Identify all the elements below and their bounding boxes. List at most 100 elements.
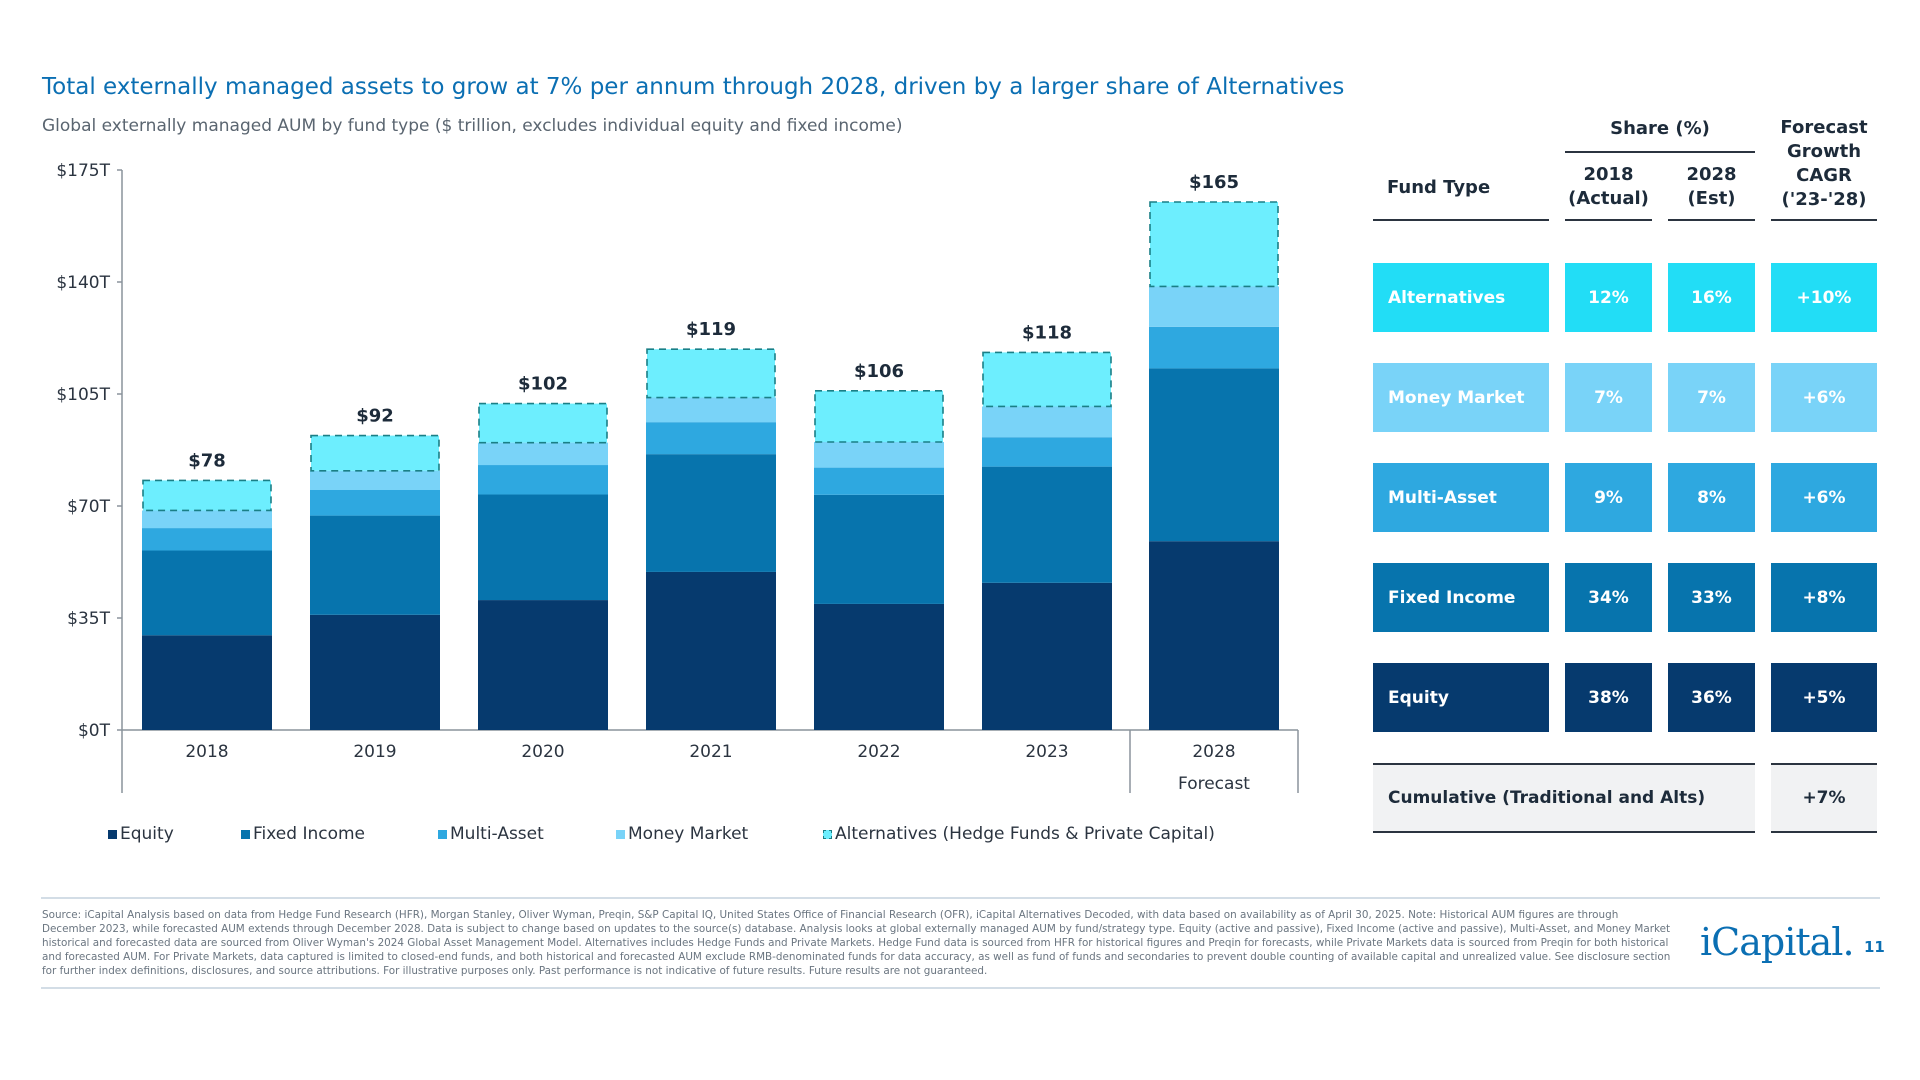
bar-total-label: $78 xyxy=(188,450,226,471)
bar-segment-multi-asset xyxy=(982,437,1112,467)
bar-segment-money-market xyxy=(310,470,440,490)
cumulative-cagr: +7% xyxy=(1771,763,1877,833)
y-tick-label: $35T xyxy=(67,609,110,629)
cumulative-label: Cumulative (Traditional and Alts) xyxy=(1388,788,1706,808)
x-tick-label: 2018 xyxy=(185,742,228,762)
table-cell-cagr: +8% xyxy=(1771,563,1877,632)
x-tick-label: 2028 xyxy=(1192,742,1235,762)
table-cell-s2018: 9% xyxy=(1565,463,1652,532)
table-cell-cagr: +10% xyxy=(1771,263,1877,332)
legend-item-multi-asset: Multi-Asset xyxy=(438,824,544,844)
legend-item-alternatives: Alternatives (Hedge Funds & Private Capi… xyxy=(823,824,1215,844)
table-cell-cagr: +6% xyxy=(1771,463,1877,532)
icapital-logo: iCapital. xyxy=(1700,920,1855,964)
legend-item-equity: Equity xyxy=(108,824,174,844)
table-cell-fund: Money Market xyxy=(1373,363,1549,432)
bar-segment-alternatives xyxy=(982,351,1112,408)
table-cell-s2028: 33% xyxy=(1668,563,1755,632)
bar-total-label: $102 xyxy=(518,374,568,395)
bar-segment-fixed-income xyxy=(1149,368,1279,542)
bar-segment-alternatives xyxy=(1149,201,1279,288)
bar-segment-money-market xyxy=(142,510,272,529)
bar-segment-alternatives xyxy=(142,479,272,512)
page-subtitle: Global externally managed AUM by fund ty… xyxy=(42,116,903,136)
legend-swatch xyxy=(241,829,250,839)
footer-rule-bottom xyxy=(41,987,1880,989)
bar-segment-multi-asset xyxy=(646,422,776,455)
header-rule xyxy=(1373,219,1549,221)
legend-swatch xyxy=(616,829,625,839)
y-tick-label: $140T xyxy=(56,273,110,293)
forecast-label: Forecast xyxy=(1178,774,1250,794)
legend-swatch xyxy=(438,829,447,839)
bar-segment-multi-asset xyxy=(310,490,440,516)
bar-segment-equity xyxy=(310,614,440,730)
table-cell-fund: Equity xyxy=(1373,663,1549,732)
bar-segment-fixed-income xyxy=(646,454,776,572)
y-tick-label: $0T xyxy=(78,721,111,741)
bar-segment-equity xyxy=(646,571,776,730)
page-title: Total externally managed assets to grow … xyxy=(42,74,1345,100)
table-cell-s2028: 16% xyxy=(1668,263,1755,332)
table-cell-s2028: 36% xyxy=(1668,663,1755,732)
header-rule xyxy=(1565,219,1652,221)
legend-item-money-market: Money Market xyxy=(616,824,748,844)
bar-segment-multi-asset xyxy=(478,465,608,495)
y-tick-label: $175T xyxy=(56,161,110,181)
table-cell-s2018: 34% xyxy=(1565,563,1652,632)
fund-type-header: Fund Type xyxy=(1387,177,1491,198)
bar-segment-alternatives xyxy=(478,402,608,444)
bar-segment-money-market xyxy=(814,442,944,468)
bar-segment-equity xyxy=(814,603,944,730)
x-tick-label: 2023 xyxy=(1025,742,1068,762)
legend-item-fixed-income: Fixed Income xyxy=(241,824,365,844)
legend-label: Multi-Asset xyxy=(450,824,544,844)
bar-segment-multi-asset xyxy=(1149,326,1279,369)
legend-swatch xyxy=(108,829,117,839)
x-tick-label: 2019 xyxy=(353,742,396,762)
bar-segment-fixed-income xyxy=(310,515,440,615)
bar-segment-fixed-income xyxy=(814,494,944,604)
x-tick-label: 2020 xyxy=(521,742,564,762)
bar-segment-fixed-income xyxy=(982,466,1112,583)
cumulative-row: Cumulative (Traditional and Alts) xyxy=(1373,763,1755,833)
legend-label: Money Market xyxy=(628,824,749,844)
x-tick-label: 2022 xyxy=(857,742,900,762)
header-rule xyxy=(1668,219,1755,221)
bar-segment-money-market xyxy=(646,397,776,423)
table-cell-s2018: 38% xyxy=(1565,663,1652,732)
table-cell-fund: Multi-Asset xyxy=(1373,463,1549,532)
bar-total-label: $165 xyxy=(1189,172,1239,193)
legend-label: Alternatives (Hedge Funds & Private Capi… xyxy=(835,824,1215,844)
bar-segment-equity xyxy=(982,582,1112,730)
bar-segment-alternatives xyxy=(646,348,776,399)
bar-segment-alternatives xyxy=(814,389,944,443)
table-cell-cagr: +5% xyxy=(1771,663,1877,732)
bar-segment-fixed-income xyxy=(478,494,608,601)
table-cell-s2028: 8% xyxy=(1668,463,1755,532)
bar-segment-multi-asset xyxy=(142,528,272,551)
legend-label: Fixed Income xyxy=(253,824,366,844)
table-cell-s2018: 7% xyxy=(1565,363,1652,432)
page-number: 11 xyxy=(1864,938,1885,956)
bar-segment-money-market xyxy=(1149,286,1279,327)
col-2028-header: 2028 (Est) xyxy=(1686,164,1737,209)
legend-swatch xyxy=(823,829,832,839)
table-cell-fund: Fixed Income xyxy=(1373,563,1549,632)
bar-segment-equity xyxy=(478,600,608,730)
bar-segment-equity xyxy=(1149,541,1279,730)
table-cell-cagr: +6% xyxy=(1771,363,1877,432)
bar-total-label: $118 xyxy=(1022,322,1072,343)
y-tick-label: $70T xyxy=(67,497,110,517)
col-2018-header: 2018 (Actual) xyxy=(1568,164,1649,209)
share-header: Share (%) xyxy=(1610,118,1710,139)
bar-segment-multi-asset xyxy=(814,467,944,495)
bar-segment-money-market xyxy=(478,442,608,466)
bar-segment-equity xyxy=(142,635,272,730)
source-note: Source: iCapital Analysis based on data … xyxy=(42,909,1671,977)
table-cell-s2018: 12% xyxy=(1565,263,1652,332)
legend-label: Equity xyxy=(120,824,174,844)
share-header-rule xyxy=(1565,151,1755,153)
y-tick-label: $105T xyxy=(56,385,110,405)
bar-total-label: $92 xyxy=(356,406,394,427)
